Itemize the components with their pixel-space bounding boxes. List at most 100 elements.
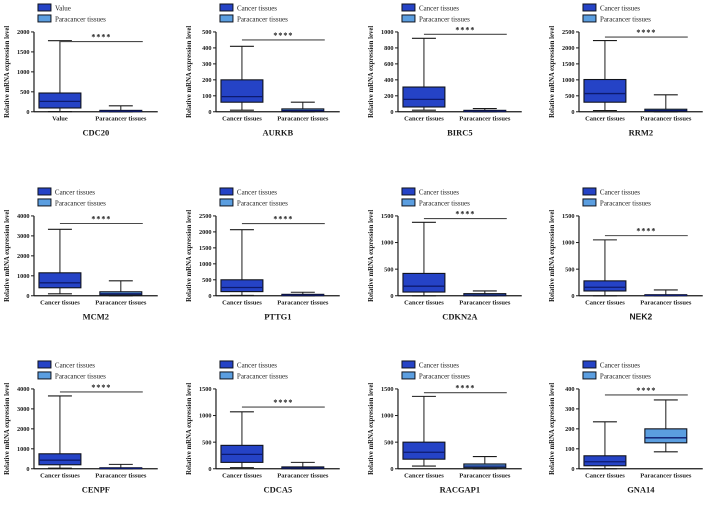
boxplot-panel-racgap1: Cancer tissues Paracancer tissues Relative… bbox=[364, 347, 546, 521]
boxplot-panel-aurkb: Cancer tissues Paracancer tissues Relative… bbox=[182, 0, 364, 174]
y-tick-label: 300 bbox=[565, 406, 574, 413]
y-tick-label: 1000 bbox=[380, 413, 393, 420]
x-category-label: Paracancer tissues bbox=[95, 299, 147, 306]
x-category-label: Paracancer tissues bbox=[459, 473, 511, 480]
x-category-label: Cancer tissues bbox=[585, 473, 625, 480]
legend-swatch-paracancer bbox=[37, 14, 52, 23]
y-tick-label: 1000 bbox=[17, 273, 30, 280]
legend-swatch-cancer bbox=[400, 360, 415, 369]
y-tick-label: 1000 bbox=[380, 239, 393, 246]
gene-title: NEK2 bbox=[630, 311, 653, 321]
y-tick-label: 0 bbox=[208, 109, 211, 116]
gene-title: RRM2 bbox=[629, 128, 653, 138]
y-tick-label: 2000 bbox=[562, 45, 575, 52]
legend-label: Paracancer tissues bbox=[237, 199, 288, 207]
legend-label: Cancer tissues bbox=[418, 362, 458, 370]
legend-label: Value bbox=[55, 4, 71, 12]
y-tick-label: 0 bbox=[572, 109, 575, 116]
y-tick-label: 500 bbox=[384, 266, 393, 273]
legend-label: Cancer tissues bbox=[600, 4, 640, 12]
y-tick-label: 4000 bbox=[17, 213, 30, 220]
x-category-label: Cancer tissues bbox=[222, 299, 262, 306]
significance-stars: **** bbox=[455, 209, 475, 218]
x-category-label: Cancer tissues bbox=[585, 299, 625, 306]
y-tick-label: 500 bbox=[202, 29, 211, 36]
legend-label: Cancer tissues bbox=[600, 362, 640, 370]
y-tick-label: 1500 bbox=[562, 213, 575, 220]
x-category-label: Paracancer tissues bbox=[277, 299, 329, 306]
y-tick-label: 800 bbox=[384, 45, 393, 52]
y-axis-title: Relative mRNA expression level bbox=[368, 209, 375, 301]
legend-label: Cancer tissues bbox=[237, 4, 277, 12]
y-tick-label: 1500 bbox=[199, 386, 212, 393]
x-category-label: Cancer tissues bbox=[222, 473, 262, 480]
y-tick-label: 2000 bbox=[17, 426, 30, 433]
y-tick-label: 0 bbox=[572, 293, 575, 300]
y-tick-label: 0 bbox=[208, 293, 211, 300]
gene-title: RACGAP1 bbox=[439, 485, 479, 495]
legend-swatch-cancer bbox=[400, 187, 415, 196]
legend-label: Paracancer tissues bbox=[55, 373, 106, 381]
y-axis-title: Relative mRNA expression level bbox=[549, 383, 556, 475]
y-tick-label: 2500 bbox=[199, 213, 212, 220]
boxplot-panel-cdkn2a: Cancer tissues Paracancer tissues Relative… bbox=[364, 174, 546, 348]
y-tick-label: 400 bbox=[565, 386, 574, 393]
y-tick-label: 300 bbox=[202, 61, 211, 68]
y-tick-label: 1000 bbox=[380, 29, 393, 36]
legend-swatch-cancer bbox=[582, 187, 597, 196]
legend-label: Paracancer tissues bbox=[600, 199, 651, 207]
y-tick-label: 200 bbox=[565, 426, 574, 433]
legend-label: Cancer tissues bbox=[55, 188, 95, 196]
y-axis-title: Relative mRNA expression level bbox=[549, 26, 556, 118]
boxplot-panel-rrm2: Cancer tissues Paracancer tissues Relative… bbox=[545, 0, 727, 174]
boxplot-panel-cenpf: Cancer tissues Paracancer tissues Relative… bbox=[0, 347, 182, 521]
y-tick-label: 500 bbox=[202, 277, 211, 284]
y-axis-title: Relative mRNA expression level bbox=[186, 209, 193, 301]
legend-label: Paracancer tissues bbox=[55, 199, 106, 207]
box-cancer bbox=[220, 278, 264, 292]
legend-swatch-cancer bbox=[582, 3, 597, 12]
x-category-label: Cancer tissues bbox=[585, 116, 625, 123]
y-axis-title: Relative mRNA expression level bbox=[186, 383, 193, 475]
significance-stars: **** bbox=[91, 383, 111, 392]
y-axis-title: Relative mRNA expression level bbox=[186, 26, 193, 118]
y-axis-title: Relative mRNA expression level bbox=[4, 383, 11, 475]
box-cancer bbox=[38, 271, 82, 288]
boxplot-panel-birc5: Cancer tissues Paracancer tissues Relative… bbox=[364, 0, 546, 174]
legend-label: Paracancer tissues bbox=[418, 15, 469, 23]
boxplot-panel-cdca5: Cancer tissues Paracancer tissues Relative… bbox=[182, 347, 364, 521]
y-tick-label: 3000 bbox=[17, 233, 30, 240]
legend-label: Paracancer tissues bbox=[55, 15, 106, 23]
y-tick-label: 2000 bbox=[17, 253, 30, 260]
y-tick-label: 1000 bbox=[562, 239, 575, 246]
x-category-label: Cancer tissues bbox=[222, 116, 262, 123]
y-tick-label: 0 bbox=[26, 466, 29, 473]
legend-swatch-cancer bbox=[219, 360, 234, 369]
significance-stars: **** bbox=[273, 214, 293, 223]
x-category-label: Paracancer tissues bbox=[459, 116, 511, 123]
box-cancer bbox=[583, 455, 627, 467]
y-axis-title: Relative mRNA expression level bbox=[368, 26, 375, 118]
legend-swatch-cancer bbox=[219, 3, 234, 12]
y-tick-label: 1000 bbox=[17, 69, 30, 76]
legend-swatch-cancer bbox=[400, 3, 415, 12]
x-category-label: Paracancer tissues bbox=[641, 299, 693, 306]
box-cancer bbox=[38, 453, 82, 466]
box-cancer bbox=[38, 92, 82, 109]
x-category-label: Cancer tissues bbox=[404, 473, 444, 480]
y-tick-label: 400 bbox=[384, 77, 393, 84]
x-category-label: Paracancer tissues bbox=[641, 473, 693, 480]
y-tick-label: 200 bbox=[384, 93, 393, 100]
legend-label: Cancer tissues bbox=[600, 188, 640, 196]
boxplot-panel-mcm2: Cancer tissues Paracancer tissues Relative… bbox=[0, 174, 182, 348]
y-tick-label: 0 bbox=[390, 293, 393, 300]
y-tick-label: 400 bbox=[202, 45, 211, 52]
legend-swatch-cancer bbox=[37, 360, 52, 369]
legend-label: Paracancer tissues bbox=[418, 199, 469, 207]
significance-stars: **** bbox=[637, 226, 657, 235]
legend-swatch-cancer bbox=[219, 187, 234, 196]
legend-swatch-paracancer bbox=[582, 14, 597, 23]
y-tick-label: 2500 bbox=[562, 29, 575, 36]
legend-swatch-cancer bbox=[582, 360, 597, 369]
